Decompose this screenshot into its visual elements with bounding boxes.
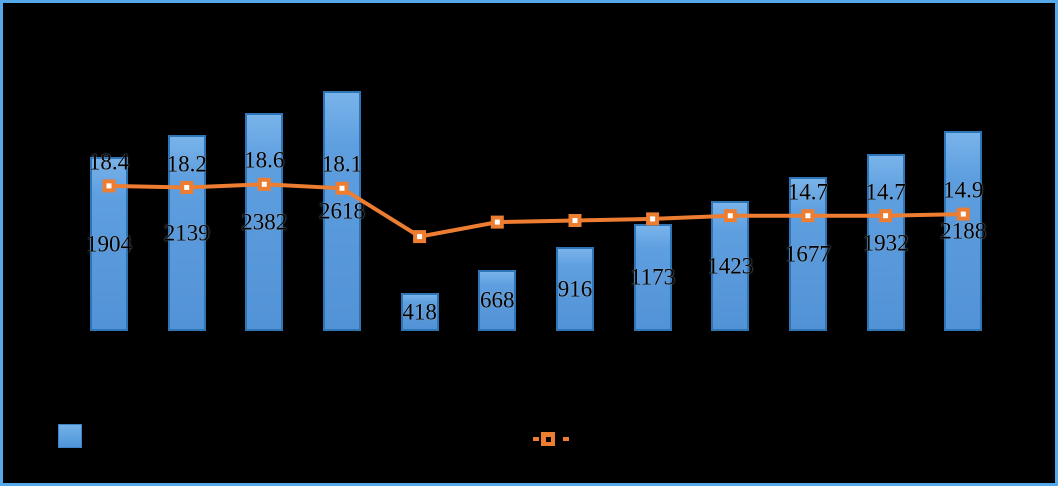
bar-8 xyxy=(633,223,672,331)
line-marker-center xyxy=(261,181,267,187)
line-marker-center xyxy=(960,211,966,217)
bar-value-label: 1423 xyxy=(707,253,754,279)
line-value-label: 18.6 xyxy=(244,147,285,173)
legend-line-stub-left xyxy=(533,437,539,441)
line-value-label: 18.1 xyxy=(321,151,363,177)
line-marker-center xyxy=(650,216,656,222)
bar-11 xyxy=(866,154,905,331)
bar-3 xyxy=(245,112,284,331)
bar-9 xyxy=(711,200,750,331)
bar-value-label: 2188 xyxy=(940,218,987,244)
bar-2 xyxy=(167,135,206,331)
bar-value-label: 1932 xyxy=(862,230,909,255)
line-series-path xyxy=(108,182,964,239)
line-marker-center xyxy=(883,213,889,219)
line-series-legend-swatch xyxy=(533,431,569,447)
bar-value-label: 2139 xyxy=(163,220,210,246)
line-marker-center xyxy=(417,234,423,240)
line-marker-center xyxy=(805,213,811,219)
bar-value-label: 2618 xyxy=(319,198,365,224)
line-marker-center xyxy=(727,213,733,219)
line-value-label: 18.4 xyxy=(88,149,130,175)
bar-value-label: 1677 xyxy=(784,241,831,267)
line-value-label: 14.7 xyxy=(865,179,906,205)
bar-4 xyxy=(323,91,361,331)
bar-value-label: 1173 xyxy=(630,264,676,290)
line-value-label: 14.9 xyxy=(943,177,984,203)
bar-value-label: 2382 xyxy=(241,209,288,235)
legend-line-stub-right xyxy=(563,437,569,441)
legend-line-marker-center xyxy=(545,436,551,442)
line-marker-center xyxy=(106,183,112,189)
bar-5 xyxy=(400,292,439,331)
bar-value-label: 916 xyxy=(557,276,593,302)
bar-10 xyxy=(788,177,827,331)
bar-7 xyxy=(556,247,594,331)
legend-line-marker-icon xyxy=(541,432,555,446)
bar-value-label: 668 xyxy=(480,287,515,313)
line-marker-center xyxy=(494,219,500,225)
bar-6 xyxy=(478,269,517,331)
line-marker-center xyxy=(184,185,190,190)
bar-12 xyxy=(944,130,983,331)
bar-series-legend-swatch xyxy=(58,424,82,448)
line-value-label: 18.2 xyxy=(166,151,207,176)
line-marker-center xyxy=(572,218,578,223)
bar-value-label: 418 xyxy=(402,299,437,325)
line-marker-center xyxy=(339,185,345,191)
line-value-label: 14.7 xyxy=(787,179,829,205)
bar-value-label: 1904 xyxy=(86,231,132,257)
